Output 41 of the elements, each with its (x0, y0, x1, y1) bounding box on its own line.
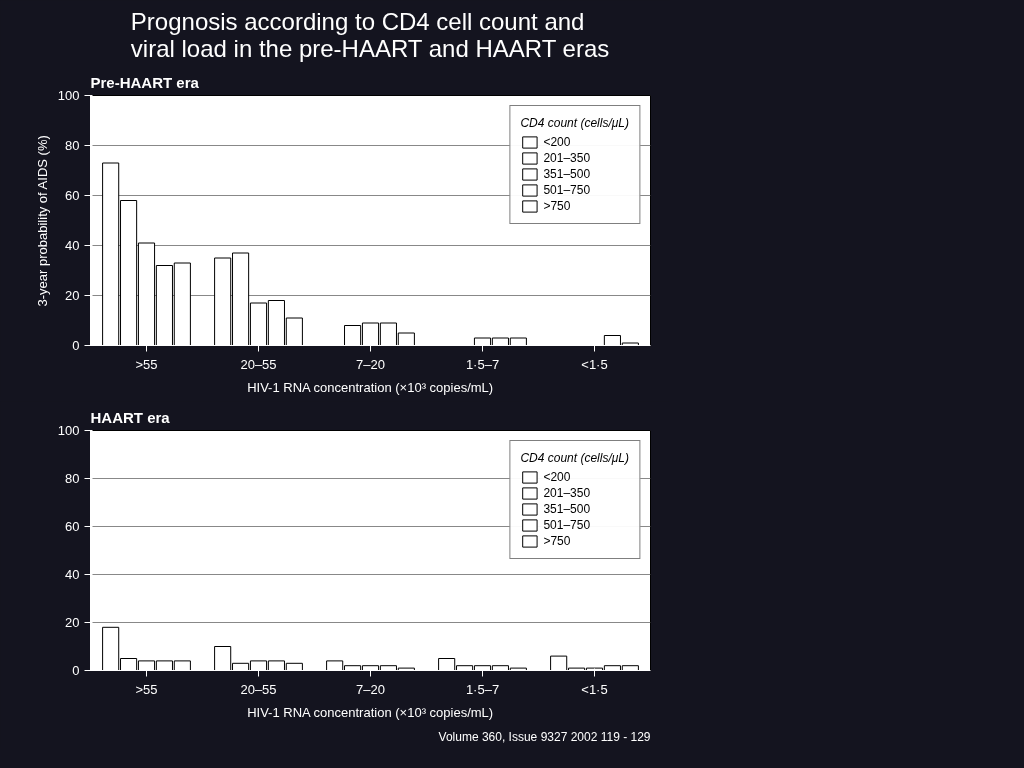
x-tick-label: 20–55 (240, 681, 277, 697)
legend-label: 201–350 (543, 151, 591, 165)
chart-title: Prognosis according to CD4 cell count and viral load in the pre-HAART and HAART eras (130, 7, 610, 62)
x-tick-label: <1·5 (581, 681, 608, 697)
legend-label: 501–750 (543, 183, 591, 197)
y-tick-label: 60 (65, 188, 80, 203)
legend-label: <200 (543, 470, 571, 484)
x-tick-label: 1·5–7 (465, 356, 500, 372)
chart-subtitle: Pre-HAART era (90, 73, 200, 91)
x-tick-label: 7–20 (356, 681, 385, 697)
legend-label: 351–500 (543, 167, 591, 181)
legend-title: CD4 count (cells/μL) (520, 116, 629, 130)
y-tick-label: 60 (65, 519, 80, 534)
x-tick-label: <1·5 (581, 356, 608, 372)
y-tick-label: 40 (65, 567, 80, 582)
x-tick-label: >55 (135, 681, 158, 697)
y-tick-label: 0 (72, 338, 80, 353)
chart-title: HAART era (90, 408, 171, 426)
legend-label: >750 (543, 534, 571, 548)
x-tick-label: 20–55 (240, 356, 277, 372)
y-tick-label: 40 (65, 238, 80, 253)
x-tick-label: >55 (135, 356, 158, 372)
legend-label: 351–500 (543, 502, 591, 516)
y-tick-label: 80 (65, 471, 80, 486)
y-tick-label: 20 (65, 615, 80, 630)
x-axis-title: HIV-1 RNA concentration (×10³ copies/mL) (247, 379, 494, 395)
x-tick-label: 1·5–7 (465, 681, 500, 697)
text: Volume 360, Issue 9327 2002 119 - 129 (438, 729, 651, 744)
legend-label: <200 (543, 135, 571, 149)
x-axis-title: HIV-1 RNA concentration (×10³ copies/mL) (247, 704, 494, 720)
legend-label: >750 (543, 199, 571, 213)
legend-label: 501–750 (543, 518, 591, 532)
y-axis-title: 3-year probability of AIDS (%) (34, 135, 50, 307)
legend-label: 201–350 (543, 486, 591, 500)
legend-title: CD4 count (cells/μL) (520, 451, 629, 465)
x-tick-label: 7–20 (356, 356, 385, 372)
y-tick-label: 80 (65, 138, 80, 153)
y-tick-label: 0 (72, 663, 80, 678)
y-tick-label: 100 (57, 88, 80, 103)
y-tick-label: 20 (65, 288, 80, 303)
y-tick-label: 100 (57, 423, 80, 438)
